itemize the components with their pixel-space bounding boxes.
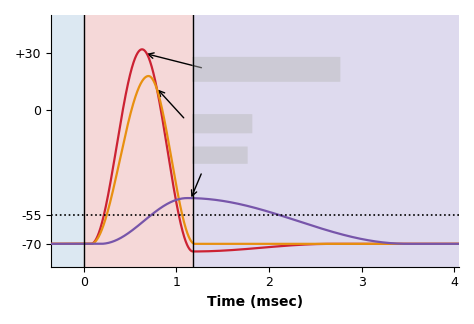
Bar bbox=[193, 15, 459, 267]
Bar bbox=[51, 15, 83, 267]
FancyBboxPatch shape bbox=[192, 57, 340, 82]
FancyBboxPatch shape bbox=[192, 114, 252, 133]
Bar bbox=[83, 15, 193, 267]
FancyBboxPatch shape bbox=[192, 146, 248, 164]
X-axis label: Time (msec): Time (msec) bbox=[207, 295, 303, 309]
